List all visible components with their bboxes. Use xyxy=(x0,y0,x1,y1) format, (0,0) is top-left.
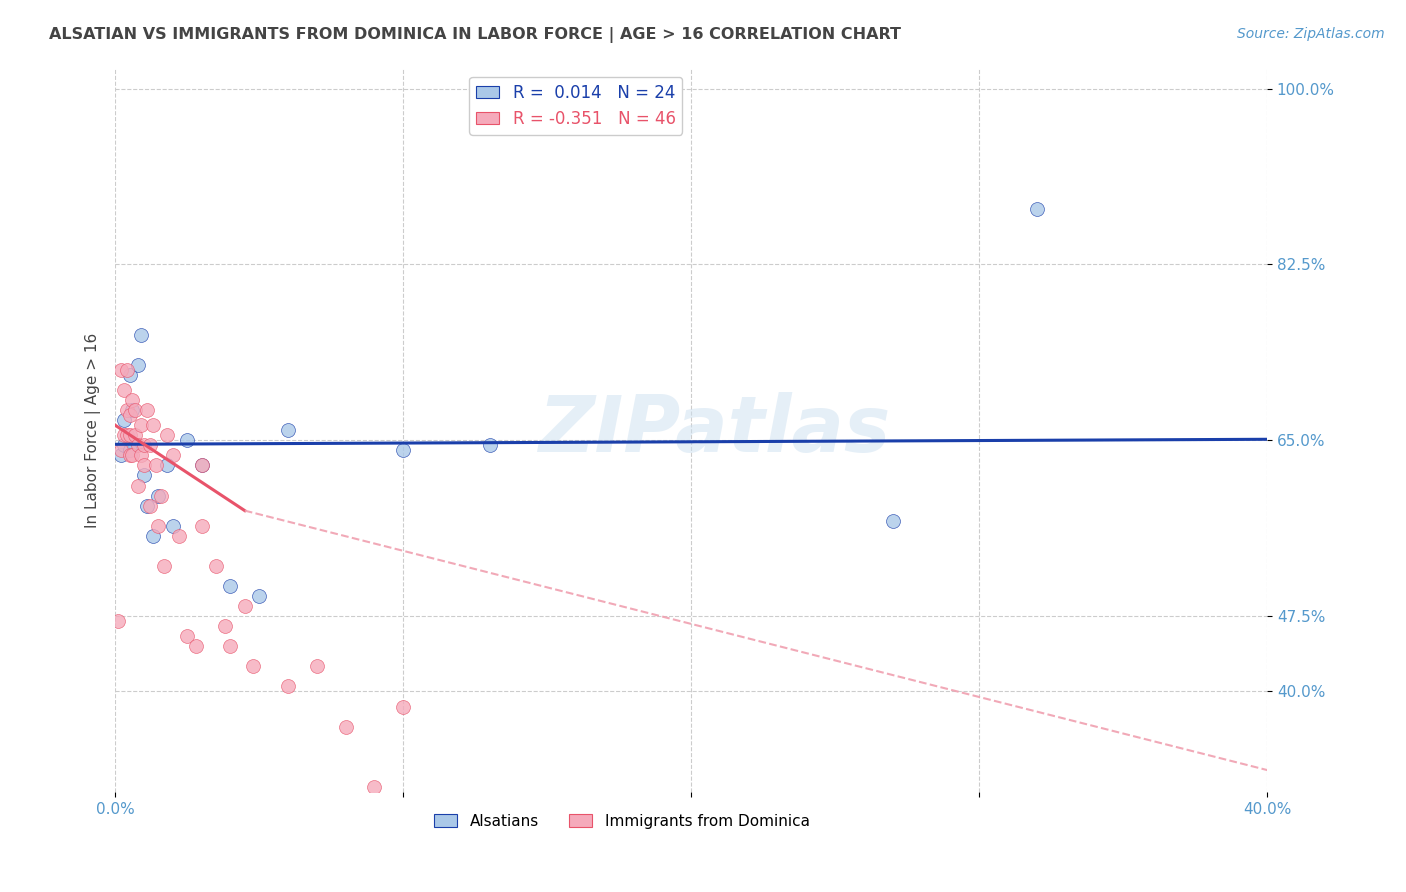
Point xyxy=(139,499,162,513)
Point xyxy=(115,428,138,442)
Point xyxy=(277,423,299,437)
Point xyxy=(219,640,242,654)
Legend: Alsatians, Immigrants from Dominica: Alsatians, Immigrants from Dominica xyxy=(429,807,815,835)
Point xyxy=(127,478,149,492)
Point xyxy=(112,438,135,452)
Point xyxy=(135,403,157,417)
Point xyxy=(363,780,385,794)
Point xyxy=(145,458,167,473)
Point xyxy=(242,659,264,673)
Point xyxy=(882,514,904,528)
Point xyxy=(110,363,132,377)
Point xyxy=(190,458,212,473)
Point xyxy=(392,699,415,714)
Point xyxy=(190,518,212,533)
Point xyxy=(112,383,135,397)
Point xyxy=(1025,202,1047,217)
Point xyxy=(156,458,179,473)
Point xyxy=(115,363,138,377)
Point xyxy=(153,558,176,573)
Y-axis label: In Labor Force | Age > 16: In Labor Force | Age > 16 xyxy=(86,333,101,528)
Point xyxy=(184,640,207,654)
Point xyxy=(139,438,162,452)
Point xyxy=(247,589,270,603)
Point xyxy=(110,443,132,458)
Text: ALSATIAN VS IMMIGRANTS FROM DOMINICA IN LABOR FORCE | AGE > 16 CORRELATION CHART: ALSATIAN VS IMMIGRANTS FROM DOMINICA IN … xyxy=(49,27,901,43)
Point xyxy=(121,403,143,417)
Point xyxy=(150,489,173,503)
Point xyxy=(135,499,157,513)
Point xyxy=(392,443,415,458)
Point xyxy=(121,393,143,408)
Point xyxy=(124,438,146,452)
Point xyxy=(233,599,256,613)
Point xyxy=(124,403,146,417)
Point xyxy=(335,720,357,734)
Point xyxy=(277,680,299,694)
Point xyxy=(118,448,141,462)
Point xyxy=(190,458,212,473)
Point xyxy=(115,403,138,417)
Point xyxy=(129,448,152,462)
Point xyxy=(118,408,141,422)
Point xyxy=(132,468,155,483)
Point xyxy=(148,489,170,503)
Point xyxy=(214,619,236,633)
Point xyxy=(148,518,170,533)
Point xyxy=(162,518,184,533)
Text: Source: ZipAtlas.com: Source: ZipAtlas.com xyxy=(1237,27,1385,41)
Point xyxy=(142,418,165,433)
Point xyxy=(118,443,141,458)
Point xyxy=(478,438,501,452)
Point xyxy=(132,438,155,452)
Point xyxy=(110,448,132,462)
Point xyxy=(142,529,165,543)
Point xyxy=(112,413,135,427)
Point xyxy=(205,558,228,573)
Point xyxy=(124,428,146,442)
Point xyxy=(167,529,190,543)
Point xyxy=(112,428,135,442)
Point xyxy=(132,458,155,473)
Point xyxy=(121,448,143,462)
Point xyxy=(129,327,152,342)
Text: ZIPatlas: ZIPatlas xyxy=(538,392,890,468)
Point xyxy=(127,438,149,452)
Point xyxy=(219,579,242,593)
Point xyxy=(127,358,149,372)
Point xyxy=(118,428,141,442)
Point xyxy=(176,434,198,448)
Point xyxy=(107,614,129,628)
Point xyxy=(305,659,328,673)
Point xyxy=(156,428,179,442)
Point xyxy=(176,629,198,643)
Point xyxy=(129,418,152,433)
Point xyxy=(118,368,141,382)
Point xyxy=(162,448,184,462)
